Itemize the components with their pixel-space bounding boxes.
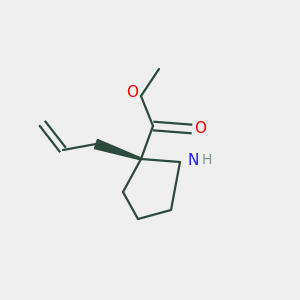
Text: O: O bbox=[127, 85, 139, 100]
Text: N: N bbox=[188, 153, 199, 168]
Polygon shape bbox=[94, 140, 141, 160]
Text: H: H bbox=[201, 154, 212, 167]
Text: O: O bbox=[194, 121, 206, 136]
